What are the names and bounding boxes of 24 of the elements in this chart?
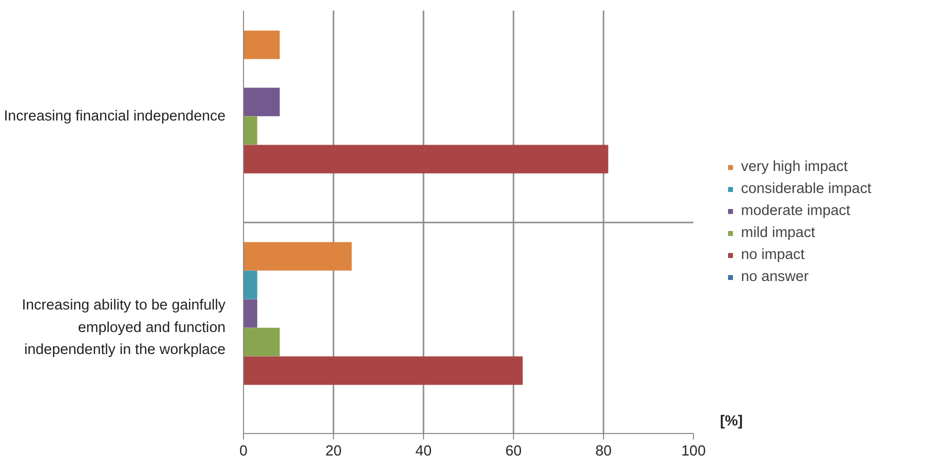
y-tick-label: Increasing financial independence	[4, 108, 226, 124]
x-tick-label: 80	[595, 444, 612, 460]
bar	[244, 88, 280, 116]
bar	[244, 270, 258, 300]
x-tick-label: 60	[505, 444, 522, 460]
legend-label: mild impact	[741, 224, 816, 240]
bar	[244, 328, 280, 356]
x-tick-label: 100	[681, 444, 706, 460]
x-tick-label: 20	[325, 444, 342, 460]
legend-label: considerable impact	[741, 180, 872, 196]
x-tick-label: 0	[239, 444, 248, 460]
y-tick-label: Increasing ability to be gainfully employed and function independently in the workplace	[22, 297, 226, 358]
legend-label: no impact	[741, 246, 805, 262]
bar	[244, 299, 258, 328]
bar	[244, 356, 523, 385]
x-axis-title: [%]	[720, 414, 743, 430]
legend-label: no answer	[741, 268, 809, 284]
bar	[244, 116, 258, 145]
legend-label: moderate impact	[741, 202, 850, 218]
bar	[244, 144, 608, 174]
bar	[244, 242, 352, 271]
x-tick-label: 40	[415, 444, 432, 460]
legend-label: very high impact	[741, 158, 848, 174]
bar	[244, 30, 280, 60]
